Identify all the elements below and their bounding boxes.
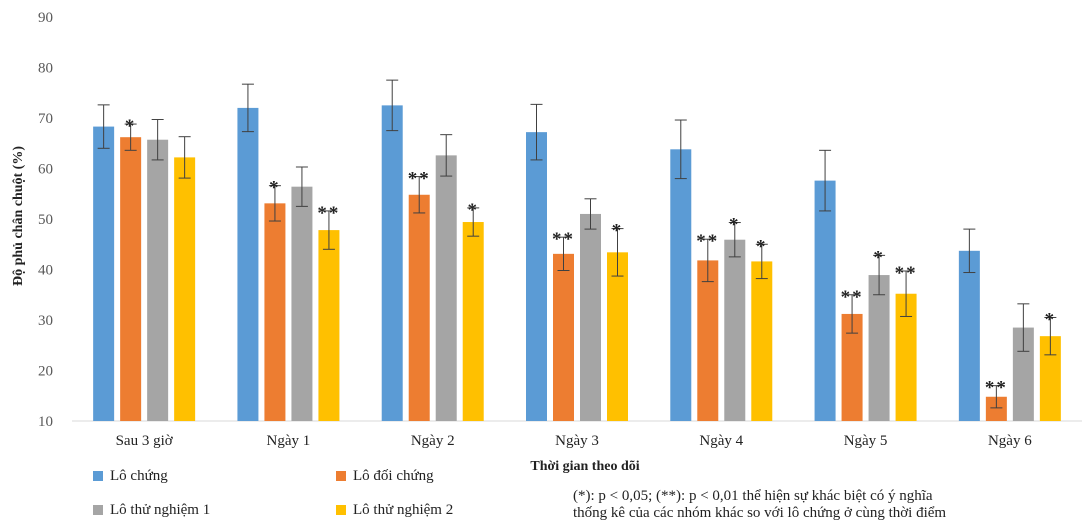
x-category-label: Ngày 1 [267, 433, 311, 449]
y-axis-title: Độ phủ chân chuột (%) [11, 146, 26, 286]
bar [607, 252, 628, 421]
y-tick-label: 30 [38, 313, 53, 329]
x-category-label: Ngày 2 [411, 433, 455, 449]
significance-mark: ** [552, 229, 575, 250]
legend-swatch-lo-thu-nghiem-1 [93, 504, 103, 515]
significance-mark: * [873, 247, 885, 268]
significance-mark: ** [895, 263, 918, 284]
legend-label: Lô chứng [110, 468, 168, 484]
x-category-label: Sau 3 giờ [116, 433, 174, 449]
bar [985, 396, 1007, 421]
bars-group [93, 105, 1061, 422]
legend-item-lo-thu-nghiem-1: Lô thử nghiệm 1 [93, 502, 210, 519]
significance-mark: ** [408, 169, 431, 190]
bar [462, 222, 484, 421]
bar [526, 132, 547, 421]
significance-mark: ** [985, 378, 1008, 399]
bar [958, 250, 980, 421]
bar [697, 260, 719, 421]
legend-label: Lô thử nghiệm 2 [353, 502, 454, 518]
bar [318, 230, 340, 421]
bar [381, 105, 403, 421]
y-axis-ticks: 10 20 30 40 50 60 70 80 90 [38, 10, 53, 430]
significance-mark: * [729, 215, 741, 236]
x-category-label: Ngày 4 [699, 433, 743, 449]
y-tick-label: 20 [38, 364, 53, 380]
x-category-label: Ngày 3 [555, 433, 599, 449]
bar [237, 107, 259, 422]
x-category-label: Ngày 6 [988, 433, 1032, 449]
legend-swatch-lo-chung [93, 470, 103, 481]
significance-mark: * [612, 221, 624, 242]
legend-item-lo-chung: Lô chứng [93, 468, 168, 485]
legend-swatch-lo-doi-chung [336, 470, 346, 481]
legend-swatch-lo-thu-nghiem-2 [336, 504, 346, 515]
bar [264, 203, 286, 421]
bar [670, 149, 692, 421]
bar [120, 137, 142, 421]
bar [93, 126, 115, 422]
significance-footnote: (*): p < 0,05; (**): p < 0,01 thể hiện s… [573, 488, 946, 522]
y-tick-label: 50 [38, 212, 53, 228]
x-axis-title: Thời gian theo dõi [530, 459, 639, 474]
significance-mark: ** [841, 287, 864, 308]
y-tick-label: 80 [38, 61, 53, 77]
bar [724, 239, 746, 421]
bar [580, 213, 601, 421]
significance-mark: * [125, 116, 137, 137]
bar [291, 186, 313, 421]
bar [895, 293, 917, 421]
x-category-label: Ngày 5 [844, 433, 888, 449]
y-tick-label: 60 [38, 162, 53, 178]
bar [174, 157, 196, 421]
bar [751, 261, 773, 421]
significance-mark: * [756, 236, 768, 257]
bar [553, 253, 574, 421]
y-tick-label: 40 [38, 263, 53, 279]
x-axis-categories: Sau 3 giờ Ngày 1 Ngày 2 Ngày 3 Ngày 4 Ngày 5 N… [116, 433, 1033, 449]
bar [841, 313, 863, 421]
significance-marks-group: ********* ************* [125, 116, 1057, 399]
significance-mark: * [1045, 309, 1057, 330]
significance-mark: * [269, 178, 281, 199]
footnote-line-1: (*): p < 0,05; (**): p < 0,01 thể hiện s… [573, 488, 933, 504]
bar [408, 194, 430, 421]
bar [868, 275, 890, 421]
y-tick-label: 90 [38, 10, 53, 26]
error-bars-group [97, 79, 1057, 409]
bar [435, 155, 457, 421]
legend-item-lo-thu-nghiem-2: Lô thử nghiệm 2 [336, 502, 453, 519]
bar [814, 180, 836, 421]
bar [147, 139, 169, 421]
significance-mark: ** [317, 203, 340, 224]
legend-label: Lô thử nghiệm 1 [110, 502, 211, 518]
y-tick-label: 10 [38, 414, 53, 430]
legend-item-lo-doi-chung: Lô đối chứng [336, 468, 434, 485]
bar [1039, 336, 1061, 421]
legend-label: Lô đối chứng [353, 468, 434, 484]
y-tick-label: 70 [38, 111, 53, 127]
significance-mark: ** [696, 231, 719, 252]
footnote-line-2: thống kê của các nhóm khác so với lô chứ… [573, 505, 947, 521]
significance-mark: * [467, 200, 479, 221]
